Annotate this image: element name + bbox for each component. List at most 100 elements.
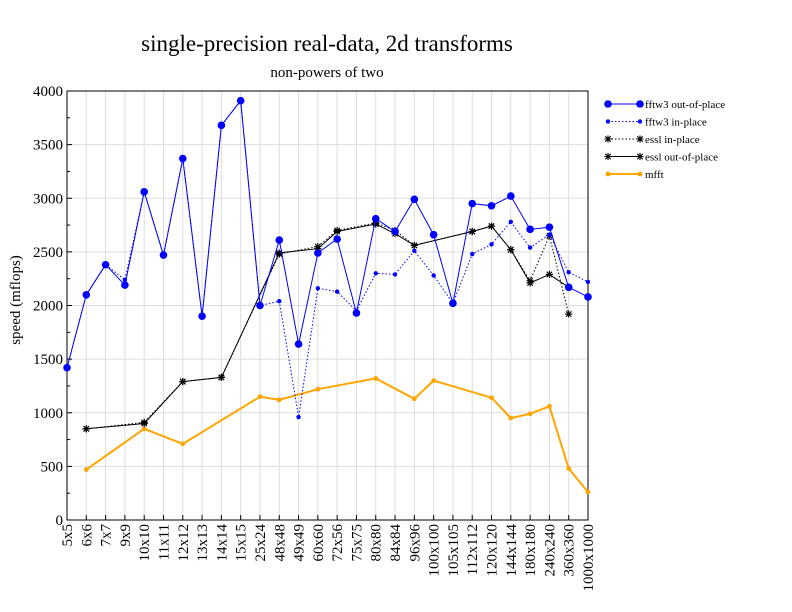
x-tick-label: 84x84 <box>388 524 404 562</box>
data-point <box>566 466 572 471</box>
data-point <box>373 376 379 381</box>
data-point <box>180 441 186 447</box>
x-tick-label: 12x12 <box>176 524 192 562</box>
data-point <box>470 251 475 257</box>
x-tick-label: 105x105 <box>446 524 462 577</box>
data-point <box>198 312 206 321</box>
data-point <box>314 249 322 257</box>
y-tick-label: 2000 <box>33 299 63 315</box>
data-point <box>371 214 380 223</box>
data-point <box>315 386 321 392</box>
data-point <box>468 199 477 208</box>
data-point <box>334 289 340 294</box>
y-axis: 0 500 1000 1500 2000 2500 3000 3500 4000 <box>33 84 72 529</box>
data-point <box>507 192 515 200</box>
series-mfft <box>83 376 591 495</box>
legend-label: mfft <box>645 169 664 181</box>
data-point <box>83 467 89 472</box>
data-point <box>121 281 129 289</box>
legend-entry: fftw3 in-place <box>605 117 707 129</box>
legend: fftw3 out-of-place fftw3 in-place essl in-… <box>604 99 725 181</box>
data-point <box>178 154 187 163</box>
data-point <box>431 378 437 383</box>
data-point <box>82 425 90 433</box>
data-point <box>276 397 282 403</box>
x-tick-label: 7x7 <box>99 524 115 547</box>
x-tick-label: 11x11 <box>156 524 172 560</box>
data-point <box>487 201 496 210</box>
legend-label: essl out-of-place <box>645 152 718 164</box>
data-point <box>584 293 592 301</box>
x-tick-label: 48x48 <box>272 524 288 562</box>
data-point <box>507 246 515 254</box>
data-point <box>604 100 612 108</box>
series-essl-in-place <box>82 219 573 433</box>
data-point <box>373 271 378 276</box>
data-point <box>564 283 573 292</box>
data-point <box>236 96 245 105</box>
data-point <box>605 119 611 124</box>
data-point <box>508 415 514 421</box>
data-point <box>391 227 399 236</box>
data-point <box>141 426 147 432</box>
chart-subtitle: non-powers of two <box>270 65 383 81</box>
y-tick-label: 0 <box>56 513 64 529</box>
data-point <box>585 279 591 285</box>
data-point <box>315 286 321 291</box>
gridlines <box>66 90 589 521</box>
x-tick-label: 100x100 <box>427 524 443 577</box>
x-tick-label: 60x60 <box>311 524 327 562</box>
x-tick-label: 6x6 <box>79 524 95 547</box>
data-point <box>140 188 148 196</box>
series-fftw3-in-place <box>64 98 591 420</box>
x-tick-label: 25x24 <box>253 524 269 562</box>
x-tick-label: 72x56 <box>330 524 346 562</box>
data-point <box>275 236 284 244</box>
data-point <box>526 277 534 285</box>
x-tick-label: 112x112 <box>465 524 481 575</box>
x-tick-label: 96x96 <box>407 524 423 562</box>
y-axis-label: speed (mflops) <box>8 255 24 345</box>
legend-label: fftw3 out-of-place <box>645 99 725 111</box>
x-tick-label: 120x120 <box>485 524 501 577</box>
x-tick-label: 13x13 <box>195 524 211 562</box>
data-point <box>411 396 417 402</box>
x-tick-label: 10x10 <box>137 524 153 562</box>
data-point <box>508 219 514 225</box>
data-point <box>449 299 457 308</box>
x-tick-label: 1000x1000 <box>581 524 597 592</box>
data-point <box>585 489 591 495</box>
y-tick-label: 2500 <box>33 245 63 261</box>
series-line <box>66 99 589 368</box>
data-point <box>527 245 533 250</box>
x-tick-label: 15x15 <box>234 524 250 562</box>
y-tick-label: 500 <box>41 459 64 475</box>
data-point <box>412 248 417 254</box>
legend-entry: essl in-place <box>604 134 700 146</box>
data-point <box>179 378 187 386</box>
x-tick-label: 14x14 <box>214 524 230 562</box>
data-point <box>333 226 341 235</box>
y-tick-label: 4000 <box>33 84 63 100</box>
data-point <box>429 230 438 239</box>
x-axis: 5x5 6x6 7x7 9x9 10x10 11x11 12x12 13x13 14x14 15x… <box>60 515 597 592</box>
y-tick-label: 1500 <box>33 352 63 368</box>
legend-entry: fftw3 out-of-place <box>604 99 725 111</box>
data-point <box>63 363 71 372</box>
series-line <box>86 222 570 430</box>
data-point <box>636 100 644 108</box>
legend-entry: essl out-of-place <box>604 152 718 164</box>
y-tick-label: 1000 <box>33 406 63 422</box>
data-point <box>637 171 643 177</box>
series-line <box>86 223 569 430</box>
data-point <box>636 152 644 161</box>
x-tick-label: 240x240 <box>542 524 558 577</box>
data-point <box>410 195 419 204</box>
data-point <box>256 301 264 310</box>
data-point <box>352 309 361 317</box>
data-point <box>275 250 283 258</box>
x-tick-label: 360x360 <box>562 524 578 577</box>
data-point <box>392 272 398 277</box>
chart-title: single-precision real-data, 2d transform… <box>141 31 513 56</box>
data-point <box>527 411 533 417</box>
